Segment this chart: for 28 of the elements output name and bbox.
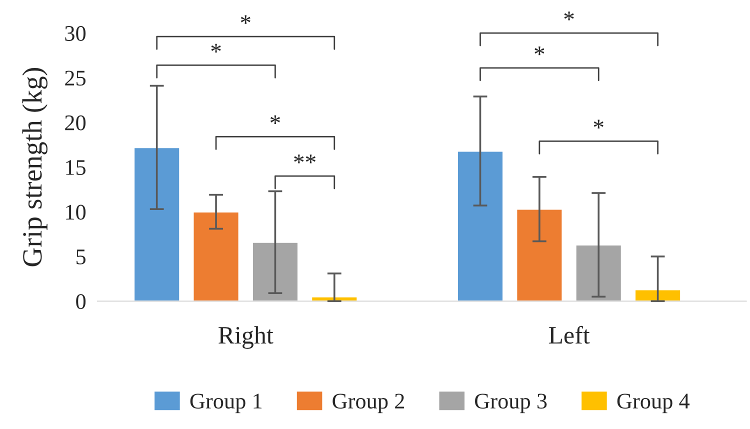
y-tick-label: 20 xyxy=(65,115,86,130)
bar xyxy=(574,244,622,302)
legend-label: Group 4 xyxy=(617,394,690,414)
bar xyxy=(456,150,504,302)
bar xyxy=(516,208,564,302)
legend-label: Group 1 xyxy=(190,394,262,414)
bar xyxy=(252,241,299,302)
annotation: * xyxy=(211,44,221,52)
annotation: ** xyxy=(294,154,316,164)
annotation: * xyxy=(270,115,280,124)
y-tick-label: 15 xyxy=(66,160,86,176)
y-tick-label: 5 xyxy=(76,250,86,264)
annotation: * xyxy=(534,46,544,56)
bar xyxy=(133,146,180,302)
text: * xyxy=(564,12,574,20)
annotation: * xyxy=(594,120,604,128)
text: * xyxy=(240,15,250,24)
y-tick-label: 10 xyxy=(66,204,86,220)
x-tick-label: Left xyxy=(548,326,590,344)
legend-label: Group 2 xyxy=(332,394,404,414)
bar xyxy=(634,288,682,302)
bar xyxy=(192,211,240,302)
y-tick-label: 30 xyxy=(65,26,86,41)
y-tick-label: 25 xyxy=(65,70,86,86)
y-axis-title: Grip strength (kg) xyxy=(22,68,48,266)
x-tick-label: Right xyxy=(218,326,274,349)
legend-label: Group 3 xyxy=(475,394,547,414)
y-tick-label: 0 xyxy=(76,294,86,310)
